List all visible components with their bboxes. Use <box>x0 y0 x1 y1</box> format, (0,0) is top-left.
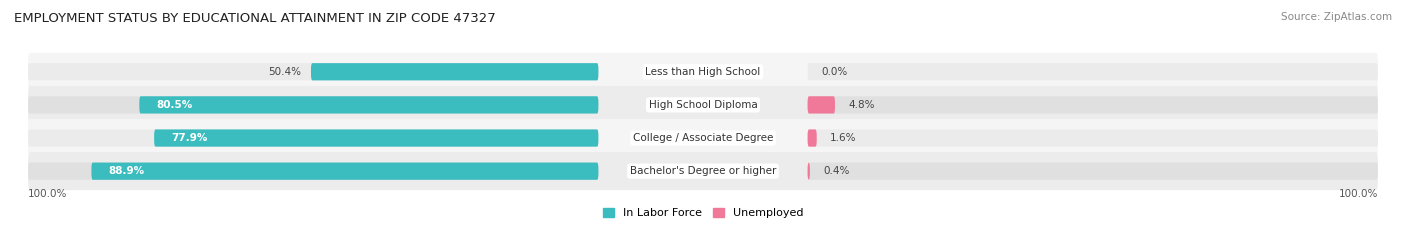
Text: 50.4%: 50.4% <box>269 67 301 77</box>
Text: 0.4%: 0.4% <box>824 166 849 176</box>
Text: EMPLOYMENT STATUS BY EDUCATIONAL ATTAINMENT IN ZIP CODE 47327: EMPLOYMENT STATUS BY EDUCATIONAL ATTAINM… <box>14 12 496 25</box>
FancyBboxPatch shape <box>91 163 599 180</box>
FancyBboxPatch shape <box>28 152 1378 190</box>
Text: 88.9%: 88.9% <box>108 166 145 176</box>
Text: 4.8%: 4.8% <box>848 100 875 110</box>
FancyBboxPatch shape <box>28 119 1378 157</box>
FancyBboxPatch shape <box>28 163 599 180</box>
FancyBboxPatch shape <box>28 129 599 147</box>
FancyBboxPatch shape <box>139 96 599 113</box>
FancyBboxPatch shape <box>28 53 1378 91</box>
Text: Less than High School: Less than High School <box>645 67 761 77</box>
FancyBboxPatch shape <box>807 163 810 180</box>
Text: 100.0%: 100.0% <box>1339 189 1378 199</box>
FancyBboxPatch shape <box>807 63 1378 80</box>
Text: 100.0%: 100.0% <box>28 189 67 199</box>
Legend: In Labor Force, Unemployed: In Labor Force, Unemployed <box>603 208 803 218</box>
Text: College / Associate Degree: College / Associate Degree <box>633 133 773 143</box>
FancyBboxPatch shape <box>807 96 1378 113</box>
FancyBboxPatch shape <box>807 129 1378 147</box>
FancyBboxPatch shape <box>28 96 599 113</box>
Text: 0.0%: 0.0% <box>821 67 848 77</box>
Text: 80.5%: 80.5% <box>156 100 193 110</box>
FancyBboxPatch shape <box>311 63 599 80</box>
Text: Source: ZipAtlas.com: Source: ZipAtlas.com <box>1281 12 1392 22</box>
Text: 1.6%: 1.6% <box>830 133 856 143</box>
FancyBboxPatch shape <box>155 129 599 147</box>
Text: Bachelor's Degree or higher: Bachelor's Degree or higher <box>630 166 776 176</box>
FancyBboxPatch shape <box>28 63 599 80</box>
Text: 77.9%: 77.9% <box>172 133 208 143</box>
FancyBboxPatch shape <box>807 129 817 147</box>
FancyBboxPatch shape <box>28 86 1378 124</box>
FancyBboxPatch shape <box>807 96 835 113</box>
Text: High School Diploma: High School Diploma <box>648 100 758 110</box>
FancyBboxPatch shape <box>807 163 1378 180</box>
